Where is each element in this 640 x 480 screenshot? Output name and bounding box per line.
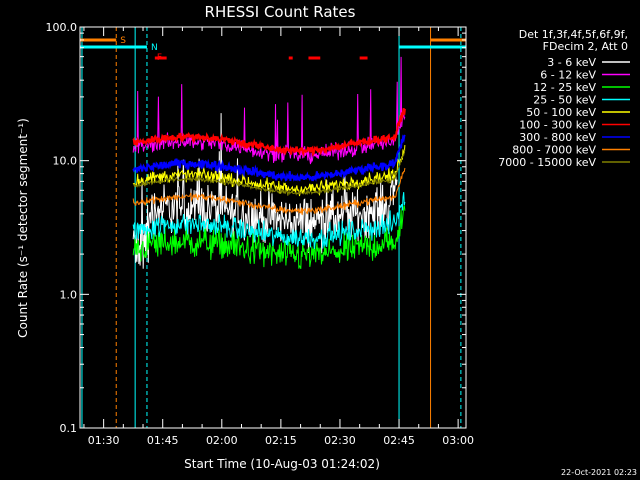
y-tick-label-2: 1.0 bbox=[60, 288, 78, 301]
y-axis-label: Count Rate (s⁻¹ detector segment⁻¹) bbox=[16, 118, 30, 338]
legend-header-0: Det 1f,3f,4f,5f,6f,9f, bbox=[519, 28, 628, 41]
legend-label-4: 50 - 100 keV bbox=[526, 106, 596, 119]
flag-label-n: N bbox=[151, 43, 158, 53]
legend-label-8: 7000 - 15000 keV bbox=[498, 156, 596, 169]
series-line-5 bbox=[132, 108, 406, 158]
x-axis-label: Start Time (10-Aug-03 01:24:02) bbox=[184, 457, 380, 471]
series-line-6 bbox=[132, 134, 406, 182]
flag-label-s: S bbox=[120, 36, 126, 46]
legend-label-6: 300 - 800 keV bbox=[519, 131, 596, 144]
x-tick-label-0: 01:30 bbox=[88, 434, 120, 447]
legend: Det 1f,3f,4f,5f,6f,9f,FDecim 2, Att 0 3 -… bbox=[498, 28, 630, 169]
legend-label-2: 12 - 25 keV bbox=[533, 81, 596, 94]
series-line-7 bbox=[132, 167, 406, 215]
x-tick-label-2: 02:00 bbox=[206, 434, 238, 447]
x-tick-label-1: 01:45 bbox=[147, 434, 179, 447]
legend-label-1: 6 - 12 keV bbox=[540, 69, 596, 82]
plot-frame bbox=[79, 26, 467, 429]
chart-title: RHESSI Count Rates bbox=[205, 3, 356, 21]
legend-label-0: 3 - 6 keV bbox=[547, 56, 596, 69]
timestamp: 22-Oct-2021 02:23 bbox=[561, 468, 637, 477]
legend-label-3: 25 - 50 keV bbox=[533, 94, 596, 107]
y-tick-label-3: 0.1 bbox=[60, 422, 78, 435]
series-traces bbox=[132, 56, 406, 270]
y-tick-label-1: 10.0 bbox=[53, 155, 78, 168]
series-line-3 bbox=[132, 192, 406, 250]
series-line-2 bbox=[132, 205, 406, 270]
x-tick-label-3: 02:15 bbox=[265, 434, 297, 447]
series-line-4 bbox=[132, 145, 406, 197]
axes: 100.0 10.0 1.0 0.1 01:30 01:45 02:00 02:15 02:30… bbox=[46, 21, 474, 447]
x-tick-label-6: 03:00 bbox=[442, 434, 474, 447]
flag-markers: S NF bbox=[80, 36, 466, 63]
series-line-8 bbox=[132, 149, 406, 196]
legend-label-5: 100 - 300 keV bbox=[519, 119, 596, 132]
y-tick-label-0: 100.0 bbox=[46, 21, 78, 34]
x-tick-label-4: 02:30 bbox=[324, 434, 356, 447]
x-tick-label-5: 02:45 bbox=[383, 434, 415, 447]
flag-label-f: F bbox=[157, 53, 162, 63]
legend-header-1: FDecim 2, Att 0 bbox=[543, 40, 628, 53]
legend-label-7: 800 - 7000 keV bbox=[512, 144, 596, 157]
